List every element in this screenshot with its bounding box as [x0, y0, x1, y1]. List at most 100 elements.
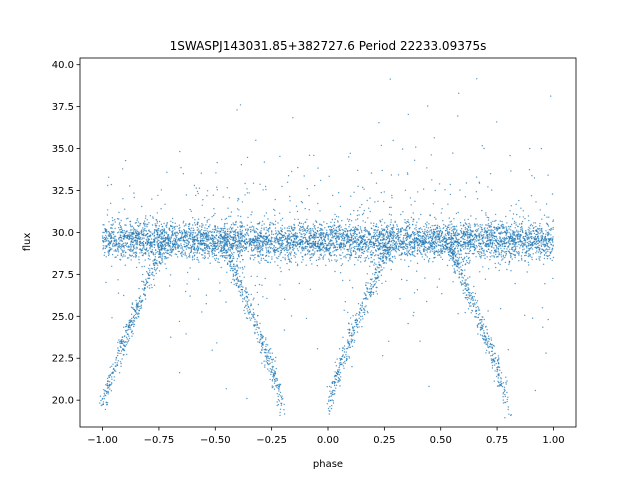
data-point	[198, 252, 201, 254]
data-point	[524, 243, 527, 245]
data-point	[117, 245, 119, 247]
data-point	[489, 239, 492, 241]
data-point	[304, 247, 306, 249]
data-point	[335, 255, 338, 257]
data-point	[284, 259, 286, 261]
data-point	[176, 231, 178, 233]
data-point	[518, 230, 520, 232]
data-point	[438, 230, 440, 232]
data-point	[375, 225, 378, 228]
data-point	[224, 255, 226, 257]
data-point	[437, 252, 439, 254]
data-point	[458, 238, 460, 241]
data-point	[436, 224, 439, 226]
data-point	[267, 243, 269, 245]
data-point	[528, 219, 530, 222]
data-point	[396, 236, 398, 238]
data-point	[544, 236, 546, 239]
data-point	[540, 245, 543, 248]
data-point	[376, 229, 378, 232]
data-point	[288, 253, 290, 256]
data-point	[131, 237, 133, 240]
data-point	[296, 232, 298, 235]
data-point	[493, 242, 495, 245]
data-point	[326, 246, 328, 248]
data-point	[185, 224, 187, 226]
data-point	[244, 249, 246, 252]
data-point	[238, 245, 240, 248]
data-point	[329, 234, 332, 236]
data-point	[209, 231, 211, 233]
data-point	[273, 245, 275, 247]
data-point	[135, 251, 137, 253]
data-point	[366, 245, 368, 247]
data-point	[247, 228, 249, 230]
data-point	[344, 227, 346, 230]
data-point	[286, 227, 289, 229]
data-point	[455, 234, 457, 236]
data-point	[453, 232, 455, 234]
data-point	[113, 235, 116, 237]
data-point	[370, 236, 373, 239]
data-point	[130, 226, 132, 228]
data-point	[118, 237, 120, 239]
data-point	[332, 251, 334, 253]
data-point	[332, 227, 335, 230]
data-point	[434, 250, 436, 252]
data-point	[290, 261, 292, 263]
data-point	[544, 235, 547, 237]
data-point	[136, 229, 138, 231]
data-point	[550, 234, 552, 236]
data-point	[287, 254, 289, 257]
data-point	[424, 228, 426, 231]
data-point	[178, 227, 180, 230]
data-point	[200, 247, 202, 250]
data-point	[172, 234, 174, 237]
data-point	[498, 252, 500, 254]
data-point	[239, 249, 241, 251]
data-point	[274, 233, 277, 235]
data-point	[471, 243, 473, 245]
data-point	[171, 251, 173, 253]
data-point	[534, 236, 536, 238]
data-point	[434, 247, 436, 250]
data-point	[105, 237, 107, 240]
data-point	[457, 242, 460, 244]
data-point	[342, 233, 344, 235]
data-point	[136, 219, 138, 221]
data-point	[481, 238, 484, 240]
data-point	[164, 263, 166, 265]
data-point	[129, 249, 131, 251]
data-point	[425, 234, 428, 237]
data-point	[379, 243, 382, 245]
data-point	[403, 228, 405, 231]
data-point	[550, 244, 553, 246]
data-point	[137, 238, 139, 240]
data-point	[188, 241, 190, 243]
data-point	[526, 234, 529, 236]
data-point	[511, 237, 514, 239]
data-point	[241, 222, 243, 224]
data-point	[504, 230, 506, 233]
data-point	[489, 241, 492, 243]
data-point	[329, 231, 332, 233]
data-point	[330, 254, 333, 257]
data-point	[447, 226, 449, 229]
data-point	[228, 233, 231, 235]
data-point	[120, 248, 122, 250]
data-point	[441, 239, 444, 241]
data-point	[289, 237, 291, 239]
data-point	[186, 271, 189, 274]
data-point	[525, 254, 527, 256]
data-point	[118, 218, 120, 220]
data-point	[510, 256, 512, 259]
data-point	[116, 232, 119, 234]
data-point	[117, 249, 119, 251]
data-point	[273, 252, 276, 254]
data-point	[487, 217, 490, 219]
data-point	[148, 252, 150, 254]
data-point	[280, 237, 282, 240]
data-point	[408, 234, 410, 237]
data-point	[409, 235, 411, 237]
data-point	[541, 238, 543, 241]
